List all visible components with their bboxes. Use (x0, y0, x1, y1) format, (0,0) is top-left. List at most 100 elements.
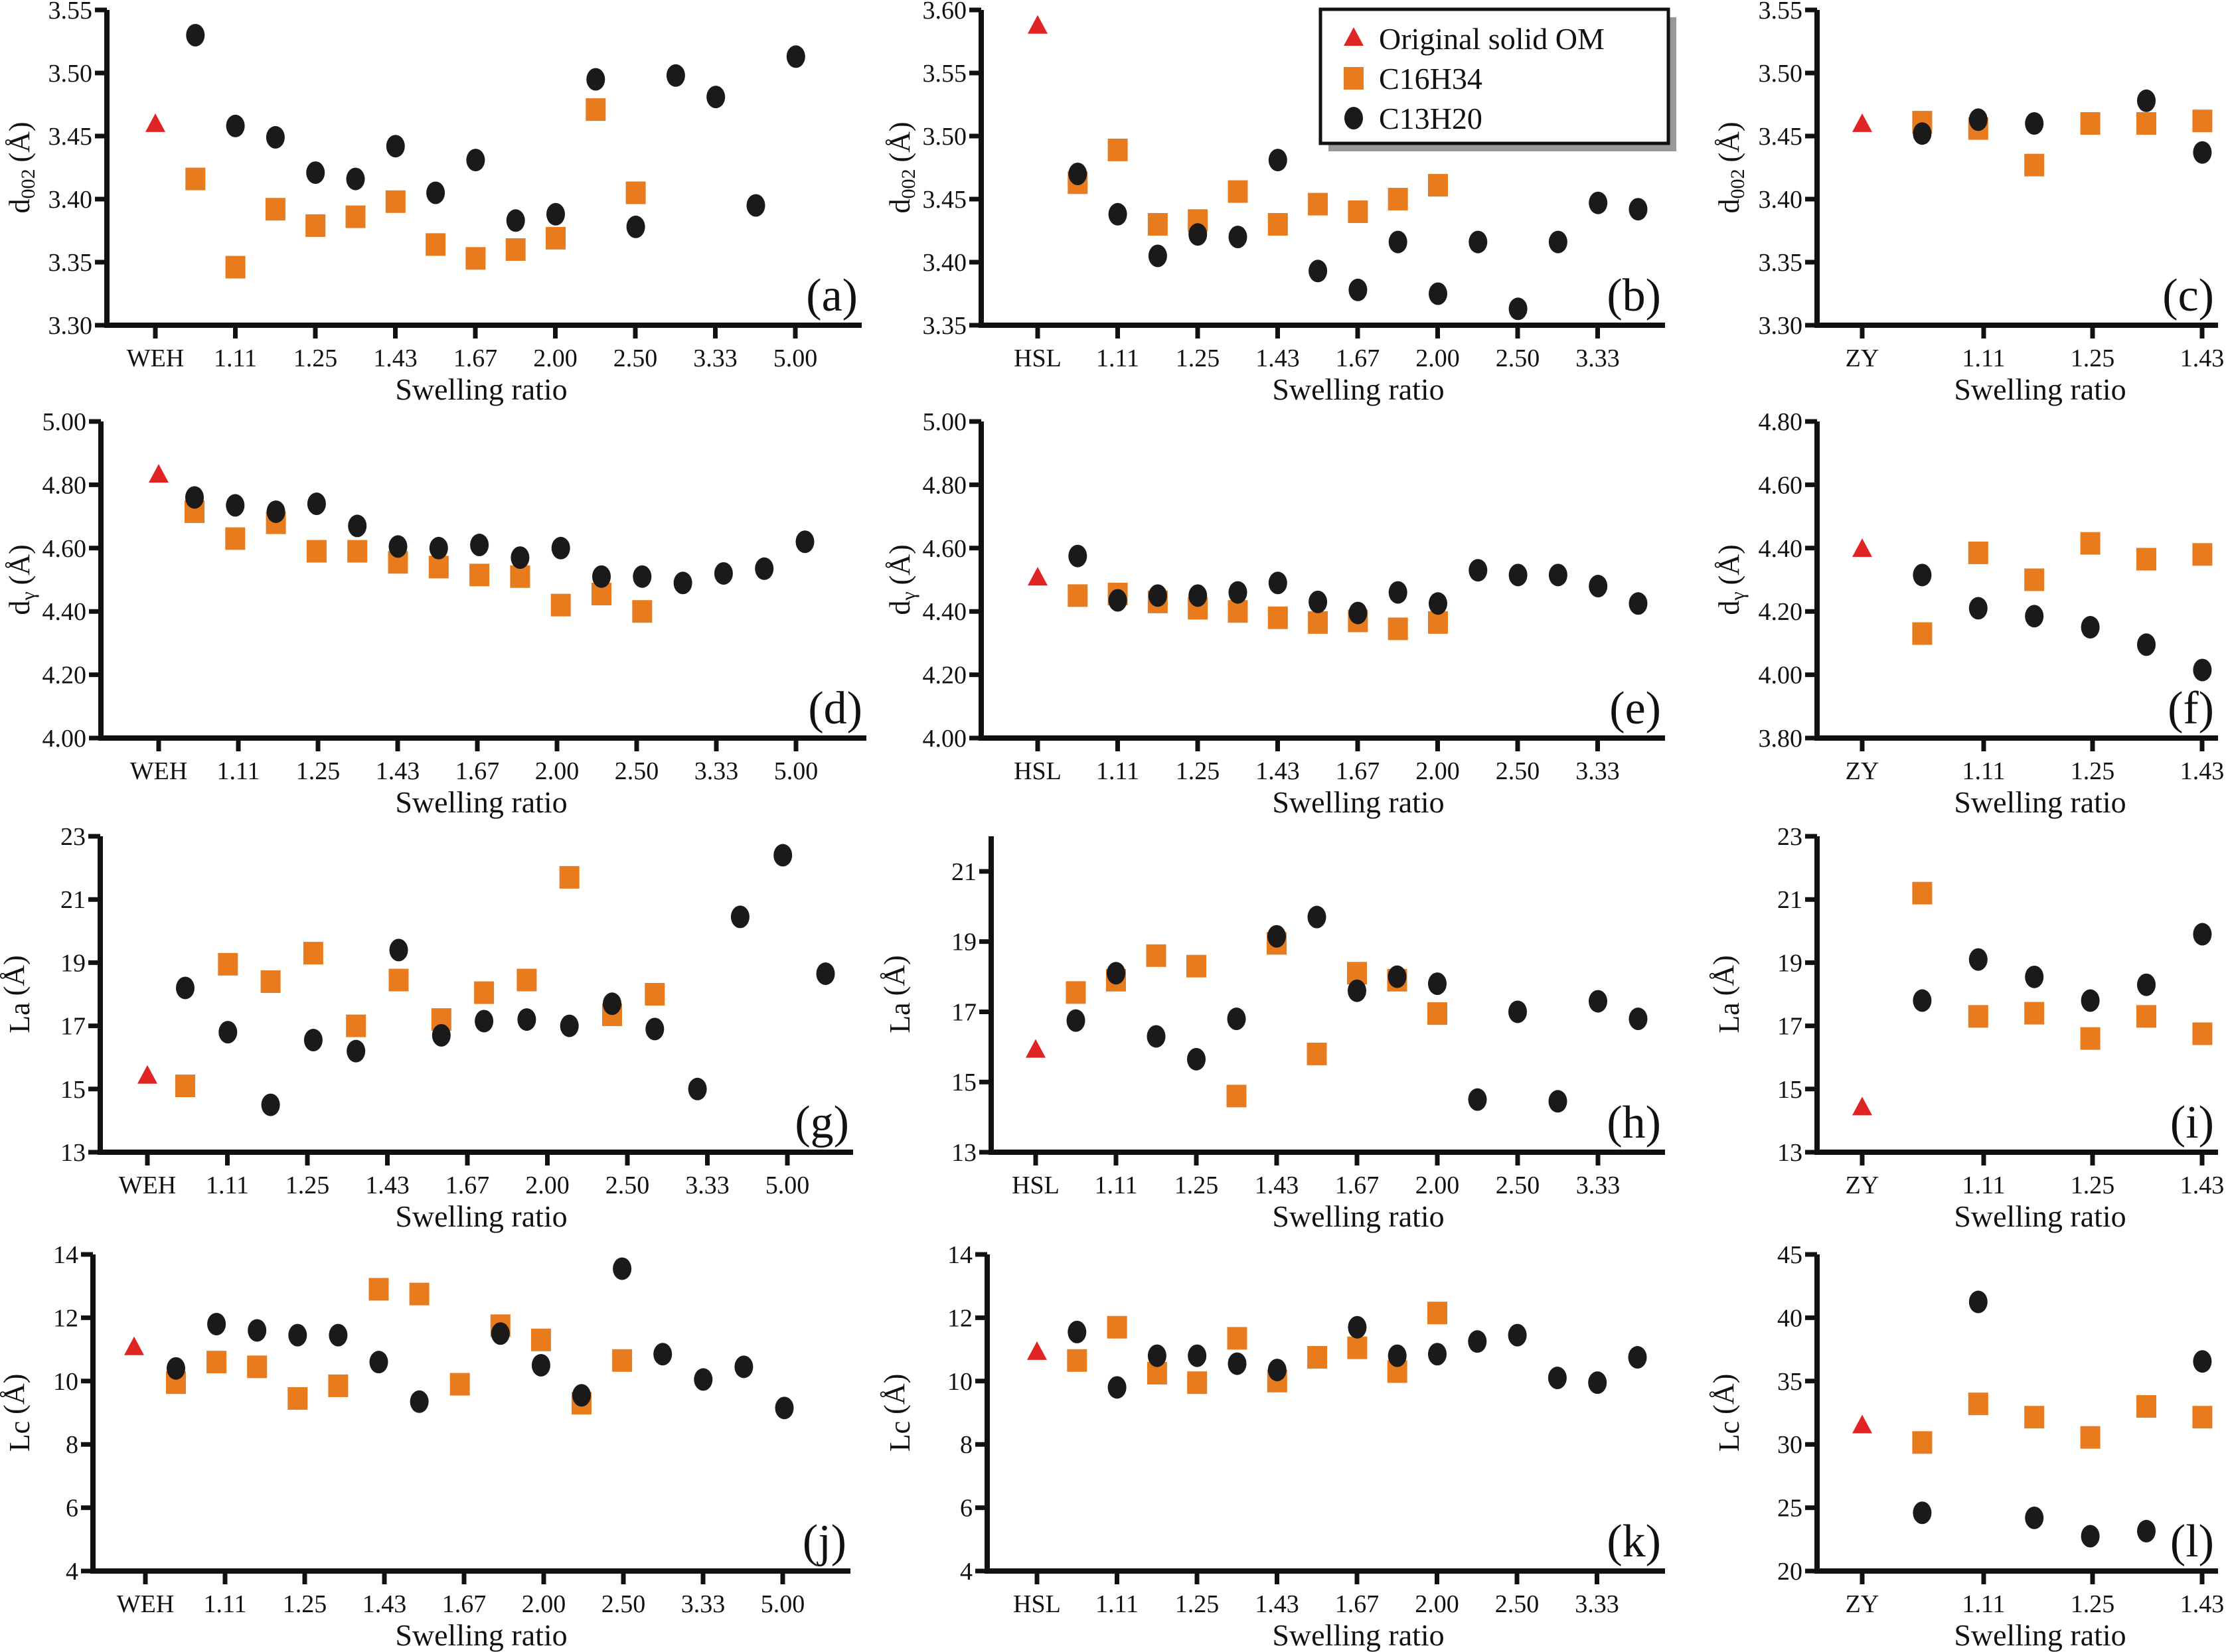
x-axis-title: Swelling ratio (1954, 372, 2126, 406)
y-tick-label: 21 (951, 858, 977, 886)
y-axis-title-unit: (Å) (1713, 121, 1745, 162)
c13h20-point (1228, 581, 1247, 604)
c16h34-point (1227, 1327, 1247, 1350)
c16h34-point (303, 942, 323, 965)
y-tick-label: 23 (1777, 823, 1802, 851)
y-tick-label: 14 (53, 1241, 78, 1269)
x-axis-title: Swelling ratio (1954, 785, 2126, 819)
x-axis-title: Swelling ratio (395, 372, 567, 406)
c13h20-point (694, 1368, 713, 1391)
c13h20-point (645, 1017, 665, 1041)
c13h20-point (1508, 563, 1528, 587)
y-tick-label: 17 (1777, 1013, 1802, 1041)
c13h20-point (426, 181, 445, 204)
c13h20-point (1388, 581, 1407, 604)
x-tick-label: 1.67 (455, 757, 500, 785)
panel-i: 13 15 17 19 21 23 ZY 1.11 1.25 1.43 Swelling ratio… (1708, 823, 2224, 1233)
c13h20-point (2081, 616, 2100, 639)
y-tick-label: 3.40 (923, 249, 967, 277)
panel-c: 3.30 3.35 3.40 3.45 3.50 3.55 ZY 1.11 1.25 1.43 Sw… (1713, 0, 2224, 406)
y-tick-label: 17 (951, 998, 977, 1026)
panel-label: (f) (2168, 683, 2214, 734)
y-axis-title-unit: (Å) (884, 544, 916, 585)
x-tick-label: 1.67 (445, 1171, 490, 1199)
c16h34-point (368, 1278, 389, 1301)
y-axis-title: Lc (Å) (1708, 1374, 1745, 1452)
legend: Original solid OM C16H34 C13H20 (1318, 7, 1676, 151)
x-tick-label: 1.67 (1335, 1590, 1380, 1618)
c16h34-point (185, 167, 206, 190)
c16h34-point (1267, 606, 1288, 629)
c13h20-point (1068, 544, 1087, 567)
y-tick-label: 3.35 (923, 312, 967, 340)
c16h34-point (546, 226, 566, 250)
c16h34-point (625, 181, 646, 204)
c13h20-point (666, 64, 685, 87)
c16h34-point (1912, 881, 1933, 905)
y-tick-label: 13 (60, 1139, 86, 1167)
c16h34-point (510, 565, 530, 588)
x-tick-label: 1.25 (1174, 1171, 1219, 1199)
x-tick-label: 1.43 (1255, 1590, 1299, 1618)
y-tick-label: 3.50 (923, 123, 967, 151)
y-tick-label: 4.20 (923, 662, 967, 690)
c16h34-point (559, 865, 580, 889)
c13h20-point (592, 565, 611, 588)
y-tick-label: 19 (1777, 949, 1802, 977)
c16h34-point (2080, 1027, 2101, 1050)
c16h34-point (2136, 112, 2156, 135)
y-axis-title-unit: (Å) (3, 121, 36, 162)
c16h34-point (1186, 954, 1206, 978)
c16h34-point (247, 1355, 268, 1379)
x-tick-label: HSL (1014, 757, 1062, 785)
x-tick-label: 2.50 (1496, 344, 1540, 372)
y-tick-label: 4.00 (42, 725, 87, 753)
panel-f: 3.80 4.00 4.20 4.40 4.60 4.80 ZY 1.11 1.25 1.43 Sw… (1713, 408, 2224, 819)
y-tick-label: 4.40 (42, 598, 87, 626)
c13h20-point (288, 1323, 307, 1347)
x-tick-label: 1.25 (1176, 344, 1220, 372)
y-tick-label: 13 (1777, 1139, 1802, 1167)
c13h20-point (1307, 905, 1326, 929)
original-solid-om-point (1028, 15, 1048, 34)
y-axis-title-subscript: γ (17, 591, 39, 601)
y-axis-title-subscript: 002 (17, 169, 39, 199)
c16h34-point (287, 1387, 308, 1410)
c16h34-point (1307, 1346, 1328, 1369)
x-tick-label: 2.00 (1415, 1171, 1460, 1199)
original-solid-om-point (1852, 1096, 1872, 1116)
c13h20-point (2137, 89, 2156, 112)
c13h20-point (307, 492, 326, 516)
c16h34-point (474, 981, 495, 1004)
c13h20-point (1429, 282, 1447, 305)
x-tick-label: ZY (1846, 1171, 1879, 1199)
c13h20-point (1629, 592, 1648, 615)
y-axis-title: dγ (Å) (1713, 544, 1749, 615)
x-tick-label: 1.43 (1255, 757, 1300, 785)
y-tick-label: 4 (66, 1558, 78, 1586)
y-tick-label: 8 (66, 1431, 78, 1459)
c16h34-point (2024, 568, 2045, 591)
c13h20-point (429, 536, 448, 560)
c16h34-point (1267, 213, 1288, 236)
c16h34-point (428, 556, 449, 579)
y-tick-label: 3.40 (48, 186, 93, 214)
c13h20-point (2025, 605, 2044, 628)
x-tick-label: 2.00 (525, 1171, 570, 1199)
y-tick-label: 14 (947, 1241, 973, 1269)
c13h20-point (531, 1353, 550, 1377)
c13h20-point (347, 1039, 366, 1063)
y-tick-label: 25 (1777, 1495, 1802, 1523)
x-tick-label: 1.25 (283, 1590, 327, 1618)
c16h34-point (1427, 1002, 1447, 1025)
c16h34-point (632, 600, 653, 623)
c16h34-point (1347, 1336, 1368, 1359)
c13h20-point (1508, 1000, 1527, 1023)
c13h20-point (329, 1323, 348, 1347)
x-tick-label: 2.50 (613, 344, 658, 372)
y-axis-title-unit: (Å) (1713, 544, 1745, 585)
c13h20-point (546, 202, 565, 226)
y-axis-title: dγ (Å) (3, 544, 39, 615)
y-tick-label: 3.45 (1759, 123, 1803, 151)
y-tick-label: 3.35 (1759, 249, 1803, 277)
